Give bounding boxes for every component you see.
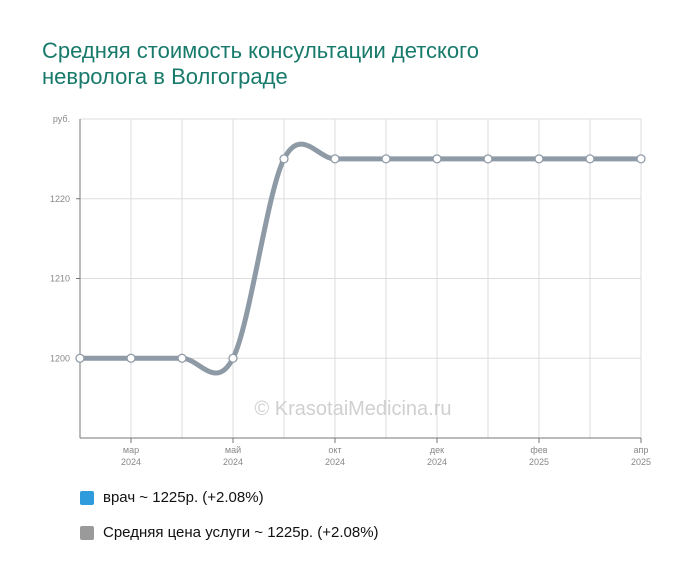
- y-tick-label: 1220: [50, 194, 70, 204]
- data-point: [126, 353, 136, 363]
- legend-swatch-doctor: [80, 490, 94, 505]
- chart-title: Средняя стоимость консультации детского …: [42, 38, 642, 90]
- x-tick-label-year: 2024: [223, 457, 243, 467]
- y-axis-unit: руб.: [53, 114, 70, 124]
- chart-axes: [76, 119, 642, 443]
- data-point: [381, 154, 391, 164]
- data-point: [636, 154, 646, 164]
- x-tick-label-year: 2025: [529, 457, 549, 467]
- data-point: [432, 154, 442, 164]
- y-tick-label: 1200: [50, 353, 70, 363]
- chart-grid: [80, 118, 642, 438]
- x-tick-label-month: май: [225, 445, 241, 455]
- legend-label-doctor: врач ~ 1225р. (+2.08%): [103, 489, 264, 506]
- data-point: [534, 154, 544, 164]
- y-tick-labels: 1200 1210 1220 руб.: [50, 114, 70, 363]
- x-tick-label-year: 2024: [121, 457, 141, 467]
- data-point: [177, 353, 187, 363]
- points-layer: [75, 154, 646, 363]
- series-layer: [77, 141, 644, 376]
- data-point: [228, 353, 238, 363]
- series-line-0: [78, 142, 643, 375]
- x-tick-label-year: 2024: [427, 457, 447, 467]
- x-tick-label-year: 2024: [325, 457, 345, 467]
- watermark-text: © KrasotaiMedicina.ru: [254, 398, 451, 420]
- series-line-1: [77, 141, 644, 376]
- x-tick-label-month: дек: [430, 445, 444, 455]
- data-point: [585, 154, 595, 164]
- legend-item-average-price[interactable]: Средняя цена услуги ~ 1225р. (+2.08%): [80, 524, 379, 541]
- chart-title-line-2: невролога в Волгограде: [42, 64, 288, 89]
- data-point: [279, 154, 289, 164]
- line-chart: © KrasotaiMedicina.ru 1200 1210 1220 руб. м…: [50, 114, 651, 467]
- x-tick-label-year: 2025: [631, 457, 651, 467]
- chart-title-line-1: Средняя стоимость консультации детского: [42, 38, 479, 63]
- legend-item-doctor[interactable]: врач ~ 1225р. (+2.08%): [80, 489, 264, 506]
- x-tick-labels: мар 2024 май 2024 окт 2024 дек 2024 фев 2025 апр 20…: [121, 445, 651, 467]
- legend-swatch-average-price: [80, 525, 94, 540]
- y-tick-label: 1210: [50, 274, 70, 284]
- x-tick-label-month: фев: [530, 445, 547, 455]
- data-point: [75, 353, 85, 363]
- x-tick-label-month: мар: [123, 445, 139, 455]
- x-tick-label-month: апр: [634, 445, 649, 455]
- legend-label-average-price: Средняя цена услуги ~ 1225р. (+2.08%): [103, 524, 379, 541]
- x-tick-label-month: окт: [328, 445, 341, 455]
- data-point: [483, 154, 493, 164]
- data-point: [330, 154, 340, 164]
